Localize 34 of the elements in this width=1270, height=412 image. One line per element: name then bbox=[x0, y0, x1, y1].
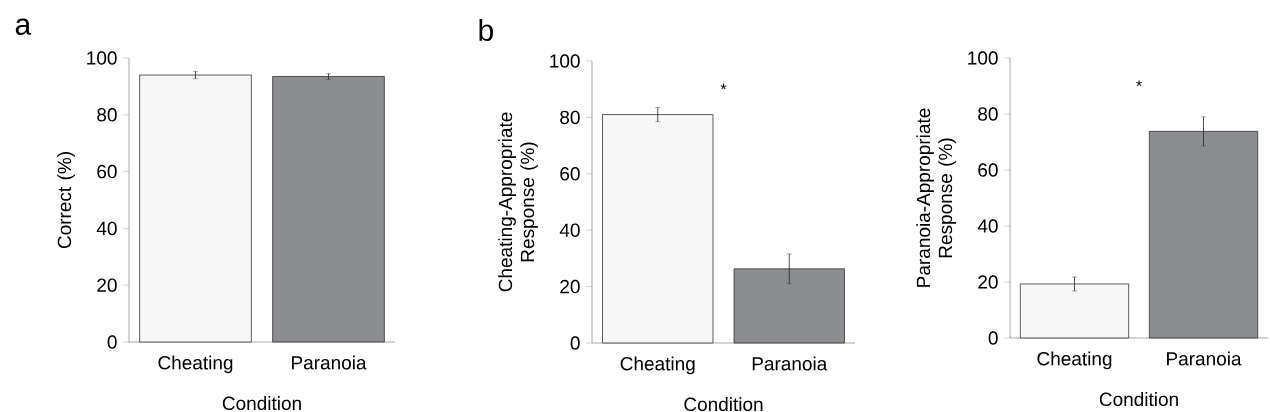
annotation: * bbox=[720, 83, 727, 90]
y-tick-label: 0 bbox=[570, 336, 580, 350]
x-tick-label: Paranoia bbox=[752, 356, 828, 371]
y-tick-label: 40 bbox=[96, 221, 117, 236]
y-tick-label: 60 bbox=[97, 164, 117, 179]
y-tick-label: 80 bbox=[97, 108, 117, 122]
x-tick-label: Paranoia bbox=[1167, 351, 1242, 366]
y-axis-title: Paranoia-Appropriate Response (%) bbox=[916, 108, 956, 287]
y-tick-label: 100 bbox=[550, 54, 580, 68]
y-axis-title: Cheating-Appropriate Response (%) bbox=[498, 112, 538, 292]
x-tick-label: Paranoia bbox=[292, 355, 367, 370]
x-axis-title: Condition bbox=[1099, 392, 1178, 407]
y-tick-label: 20 bbox=[97, 278, 117, 292]
y-tick-label: 0 bbox=[988, 331, 998, 345]
x-tick-label: Cheating bbox=[1037, 351, 1112, 370]
x-axis-title: Condition bbox=[222, 396, 301, 411]
y-axis-title: Correct (%) bbox=[57, 152, 75, 249]
y-tick-label: 60 bbox=[978, 163, 998, 177]
x-tick-label: Cheating bbox=[158, 355, 233, 374]
annotation: * bbox=[1136, 80, 1142, 87]
y-tick-label: 20 bbox=[978, 275, 998, 289]
y-tick-label: 0 bbox=[107, 335, 117, 349]
y-tick-label: 40 bbox=[559, 223, 580, 237]
y-tick-label: 40 bbox=[977, 219, 998, 233]
chart-title: a bbox=[15, 18, 32, 35]
chart-title: b bbox=[479, 18, 493, 41]
y-tick-label: 100 bbox=[968, 51, 998, 65]
x-tick-label: Cheating bbox=[620, 356, 695, 375]
y-tick-label: 60 bbox=[560, 167, 580, 181]
y-tick-label: 20 bbox=[560, 279, 580, 294]
x-axis-title: Condition bbox=[684, 397, 763, 412]
y-tick-label: 80 bbox=[978, 107, 998, 121]
y-tick-label: 80 bbox=[560, 110, 580, 125]
y-tick-label: 100 bbox=[87, 51, 117, 65]
